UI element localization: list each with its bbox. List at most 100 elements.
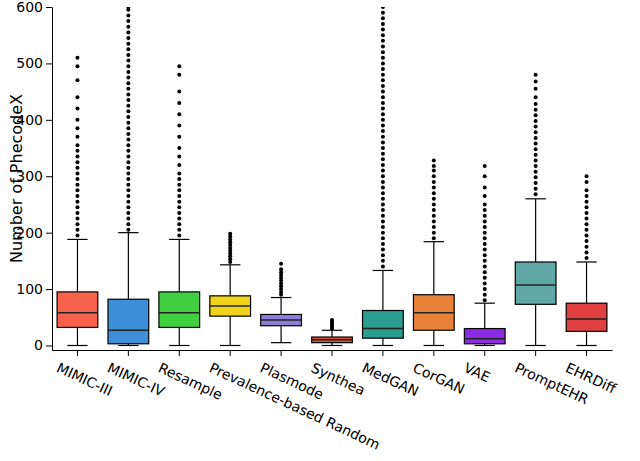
outlier xyxy=(177,135,181,139)
outlier xyxy=(381,157,385,161)
outlier xyxy=(483,231,487,235)
outlier xyxy=(177,73,181,77)
outlier xyxy=(75,228,79,232)
outlier xyxy=(381,78,385,82)
whisker-high xyxy=(535,199,536,262)
outlier xyxy=(75,95,79,99)
outlier xyxy=(534,136,538,140)
outlier xyxy=(381,95,385,99)
x-tick-label: MedGAN xyxy=(360,359,422,399)
outlier xyxy=(381,225,385,229)
outlier xyxy=(381,236,385,240)
y-tick: 100 xyxy=(16,281,52,297)
outlier xyxy=(126,211,130,215)
outlier xyxy=(75,160,79,164)
outlier xyxy=(483,219,487,223)
outlier xyxy=(381,67,385,71)
outlier xyxy=(381,191,385,195)
outlier xyxy=(75,78,79,82)
outlier xyxy=(75,211,79,215)
x-tick-label: Synthea xyxy=(309,359,368,398)
x-tick: Prevalence-based Random xyxy=(207,350,383,453)
x-tick-mark xyxy=(128,350,129,356)
outlier xyxy=(432,191,436,195)
x-tick-label: CorGAN xyxy=(411,359,468,397)
outlier xyxy=(126,92,130,96)
outlier xyxy=(585,180,589,184)
box xyxy=(57,292,98,328)
plot-area: 0100200300400500600MIMIC-IIIMIMIC-IVResa… xyxy=(16,0,619,453)
whisker-high xyxy=(230,265,231,296)
outlier xyxy=(126,149,130,153)
outlier xyxy=(585,239,589,243)
outlier xyxy=(177,177,181,181)
outlier xyxy=(126,200,130,204)
y-tick-mark xyxy=(46,345,52,346)
outlier xyxy=(585,211,589,215)
box xyxy=(108,299,149,344)
outlier xyxy=(585,174,589,178)
x-tick: Synthea xyxy=(309,350,368,398)
outlier xyxy=(126,160,130,164)
median xyxy=(515,284,556,286)
outlier xyxy=(534,181,538,185)
outlier xyxy=(381,265,385,269)
outlier xyxy=(483,186,487,190)
outlier xyxy=(381,152,385,156)
outlier xyxy=(534,125,538,129)
outlier xyxy=(381,73,385,77)
outlier xyxy=(177,211,181,215)
outlier xyxy=(483,259,487,263)
box xyxy=(464,329,505,344)
x-tick: EHRDiff xyxy=(563,350,618,397)
outlier xyxy=(75,194,79,198)
outlier xyxy=(381,219,385,223)
outlier xyxy=(381,90,385,94)
outlier xyxy=(75,126,79,130)
whisker-cap-high xyxy=(67,239,87,240)
y-tick: 600 xyxy=(16,0,52,15)
outlier xyxy=(534,79,538,83)
x-tick-mark xyxy=(382,350,383,356)
x-tick-mark xyxy=(179,350,180,356)
outlier xyxy=(126,104,130,108)
outlier xyxy=(534,192,538,196)
outlier xyxy=(126,19,130,23)
outlier xyxy=(75,149,79,153)
whisker-cap-low xyxy=(271,342,291,343)
outlier xyxy=(75,171,79,175)
x-tick-label: Prevalence-based Random xyxy=(207,359,383,452)
outlier xyxy=(534,142,538,146)
outlier xyxy=(585,256,589,260)
outlier xyxy=(126,64,130,68)
box-plot xyxy=(108,7,149,345)
whisker-high xyxy=(484,303,485,328)
box xyxy=(515,262,556,304)
outlier xyxy=(483,287,487,291)
outlier xyxy=(381,253,385,257)
x-tick-mark xyxy=(484,350,485,356)
outlier xyxy=(381,202,385,206)
outlier xyxy=(177,205,181,209)
outlier xyxy=(585,245,589,249)
whisker-cap-high xyxy=(373,270,393,271)
whisker-high xyxy=(179,239,180,291)
whisker-cap-high xyxy=(169,239,189,240)
whisker-low xyxy=(535,304,536,345)
outlier xyxy=(534,130,538,134)
outlier xyxy=(483,225,487,229)
whisker-cap-high xyxy=(118,232,138,233)
x-tick: VAE xyxy=(461,350,492,385)
outlier xyxy=(75,143,79,147)
outlier xyxy=(126,59,130,63)
whisker-cap-low xyxy=(424,345,444,346)
outlier xyxy=(126,115,130,119)
outlier xyxy=(483,270,487,274)
outlier xyxy=(177,171,181,175)
whisker-high xyxy=(280,298,281,315)
outlier xyxy=(126,13,130,17)
outlier xyxy=(585,250,589,254)
outlier xyxy=(381,242,385,246)
outlier xyxy=(126,217,130,221)
outlier xyxy=(126,25,130,29)
